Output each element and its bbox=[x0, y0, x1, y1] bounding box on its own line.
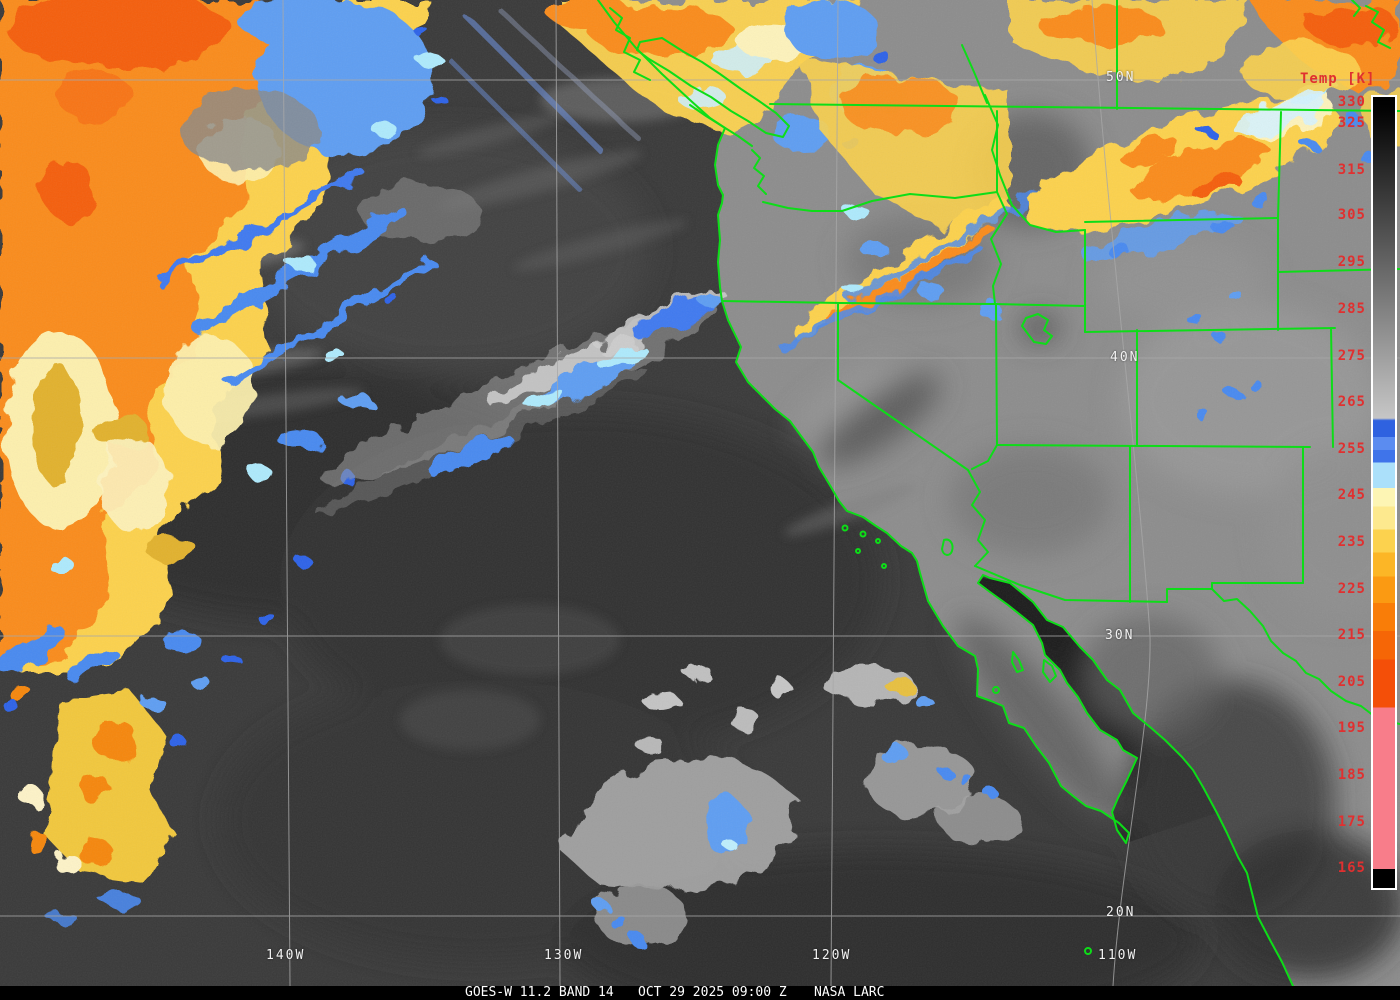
border-bc-alberta bbox=[961, 44, 988, 104]
colorbar-tick: 255 bbox=[1337, 441, 1366, 457]
border-nv-ut bbox=[995, 303, 998, 446]
border-37n bbox=[996, 444, 1311, 448]
colorbar-title: Temp [K] bbox=[1300, 71, 1376, 87]
colorbar-tick: 295 bbox=[1337, 254, 1366, 270]
border-or-id bbox=[990, 191, 1008, 305]
border-id-mt bbox=[984, 94, 1086, 233]
lat-label-20n: 20N bbox=[1106, 905, 1136, 920]
border-ca-nv bbox=[837, 302, 969, 471]
border-az-mexico bbox=[974, 565, 1168, 603]
colorbar-tick: 315 bbox=[1337, 162, 1366, 178]
channel-island-3 bbox=[875, 538, 881, 544]
colorbar-tick: 205 bbox=[1337, 674, 1366, 690]
lon-label-130w: 130W bbox=[544, 948, 584, 963]
colorbar-tick: 165 bbox=[1337, 860, 1366, 876]
colorbar-tick: 245 bbox=[1337, 487, 1366, 503]
colorbar-tick: 185 bbox=[1337, 767, 1366, 783]
gridline-140w bbox=[282, 0, 291, 986]
colorbar-tick: 225 bbox=[1337, 581, 1366, 597]
caption-product: GOES-W 11.2 BAND 14 bbox=[465, 985, 614, 1000]
border-mt-east bbox=[1277, 111, 1282, 219]
channel-island-4 bbox=[855, 548, 861, 554]
socorro-island bbox=[1084, 947, 1092, 955]
colorbar-tick: 175 bbox=[1337, 814, 1366, 830]
caption-credit: NASA LARC bbox=[814, 985, 885, 1000]
caption-bar: GOES-W 11.2 BAND 14 OCT 29 2025 09:00 Z … bbox=[0, 986, 1400, 1000]
border-ca-az-colorado-river bbox=[967, 469, 989, 567]
lon-label-110w: 110W bbox=[1098, 948, 1138, 963]
colorbar-tick: 305 bbox=[1337, 207, 1366, 223]
lon-label-140w: 140W bbox=[266, 948, 306, 963]
gridline-110w bbox=[1091, 0, 1151, 986]
channel-island-1 bbox=[841, 524, 849, 532]
great-salt-lake-outline bbox=[1021, 313, 1053, 345]
border-co-ks bbox=[1330, 327, 1334, 448]
colorbar-tick: 325 bbox=[1337, 115, 1366, 131]
caption-timestamp: OCT 29 2025 09:00 Z bbox=[638, 985, 787, 1000]
canada-lakes bbox=[1365, 5, 1391, 49]
vancouver-island-outline bbox=[636, 37, 790, 138]
colorbar-tick: 285 bbox=[1337, 301, 1366, 317]
border-42n bbox=[721, 300, 1086, 307]
border-rio-grande bbox=[1211, 588, 1400, 725]
colorbar-tick: 275 bbox=[1337, 348, 1366, 364]
salton-sea-outline bbox=[941, 538, 954, 556]
border-nm-bootheel bbox=[1166, 582, 1213, 603]
cedros-island bbox=[992, 686, 1000, 694]
gridline-130w bbox=[555, 0, 561, 986]
strait-of-georgia bbox=[689, 104, 753, 147]
pacific-coastline bbox=[597, 0, 1294, 986]
guadalupe-island bbox=[881, 563, 887, 569]
border-41n bbox=[1084, 327, 1336, 333]
border-wa-or bbox=[762, 191, 998, 212]
lat-label-50n: 50N bbox=[1106, 70, 1136, 85]
colorbar-tick: 265 bbox=[1337, 394, 1366, 410]
channel-island-2 bbox=[859, 530, 867, 538]
coastline-borders bbox=[597, 0, 1400, 986]
lat-label-30n: 30N bbox=[1105, 628, 1135, 643]
colorbar-tick: 330 bbox=[1337, 94, 1366, 110]
isla-tiburon-outline bbox=[1042, 659, 1057, 683]
temperature-colorbar bbox=[1371, 95, 1397, 890]
colorbar-tick: 215 bbox=[1337, 627, 1366, 643]
colorbar-tick: 235 bbox=[1337, 534, 1366, 550]
border-us-canada bbox=[769, 103, 1400, 112]
puget-sound bbox=[751, 149, 767, 195]
border-nv-az bbox=[971, 444, 998, 470]
canada-lakes-2 bbox=[1351, 0, 1361, 17]
colorbar-tick: 195 bbox=[1337, 720, 1366, 736]
lon-label-120w: 120W bbox=[812, 948, 852, 963]
isla-angel-outline bbox=[1011, 651, 1024, 673]
border-mt-wy bbox=[1084, 217, 1279, 223]
bc-fjords bbox=[609, 7, 651, 81]
lat-label-40n: 40N bbox=[1110, 350, 1140, 365]
